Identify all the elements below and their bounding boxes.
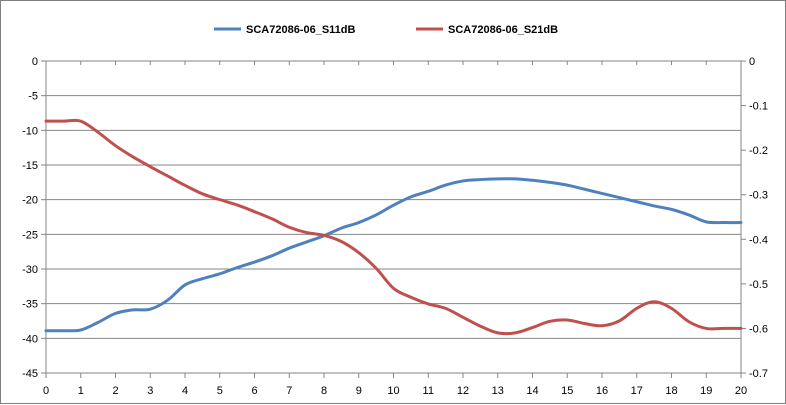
axes — [41, 60, 746, 378]
gridlines — [46, 60, 741, 374]
legend: SCA72086-06_S11dB SCA72086-06_S21dB — [214, 24, 558, 36]
y-tick-label: -15 — [22, 160, 38, 172]
x-tick-label: 20 — [735, 385, 747, 397]
x-tick-label: 16 — [596, 385, 608, 397]
x-tick-label: 7 — [286, 385, 292, 397]
y2-tick-label: -0.7 — [749, 368, 768, 380]
y2-tick-label: -0.5 — [749, 279, 768, 291]
y-tick-label: 0 — [32, 56, 38, 68]
y2-tick-label: -0.1 — [749, 101, 768, 113]
y2-tick-label: -0.6 — [749, 323, 768, 335]
x-tick-label: 17 — [631, 385, 643, 397]
y-tick-label: -45 — [22, 368, 38, 380]
series-line-2 — [44, 118, 743, 336]
x-tick-label: 14 — [526, 385, 538, 397]
x-tick-label: 9 — [356, 385, 362, 397]
y2-tick-label: -0.2 — [749, 145, 768, 157]
series-lines — [44, 118, 743, 336]
x-tick-label: 11 — [423, 385, 434, 397]
y2-tick-label: 0 — [749, 56, 755, 68]
x-tick-label: 2 — [112, 385, 118, 397]
x-tick-label: 19 — [700, 385, 712, 397]
x-tick-label: 3 — [147, 385, 153, 397]
x-tick-label: 4 — [182, 385, 188, 397]
tick-labels: 0 -5 -10 -15 -20 -25 -30 -35 -40 -45 0 -0.1 -0.2 -0.3… — [22, 56, 768, 397]
x-tick-label: 18 — [665, 385, 677, 397]
y-tick-label: -35 — [22, 299, 38, 311]
y2-tick-label: -0.3 — [749, 190, 768, 202]
y-tick-label: -20 — [22, 195, 38, 207]
x-tick-label: 5 — [217, 385, 223, 397]
x-tick-label: 0 — [43, 385, 49, 397]
y-tick-label: -40 — [22, 333, 38, 345]
x-tick-label: 12 — [457, 385, 469, 397]
x-tick-label: 13 — [492, 385, 504, 397]
legend-label-2: SCA72086-06_S21dB — [448, 24, 558, 36]
y-tick-label: -30 — [22, 264, 38, 276]
x-tick-label: 6 — [251, 385, 257, 397]
x-tick-label: 1 — [78, 385, 84, 397]
x-tick-label: 15 — [561, 385, 573, 397]
x-tick-label: 10 — [387, 385, 399, 397]
y-tick-label: -5 — [28, 91, 38, 103]
y2-tick-label: -0.4 — [749, 234, 768, 246]
y-tick-label: -10 — [22, 125, 38, 137]
legend-label-1: SCA72086-06_S11dB — [246, 24, 356, 36]
series-line-1 — [44, 177, 743, 333]
y-tick-label: -25 — [22, 229, 38, 241]
x-tick-label: 8 — [321, 385, 327, 397]
